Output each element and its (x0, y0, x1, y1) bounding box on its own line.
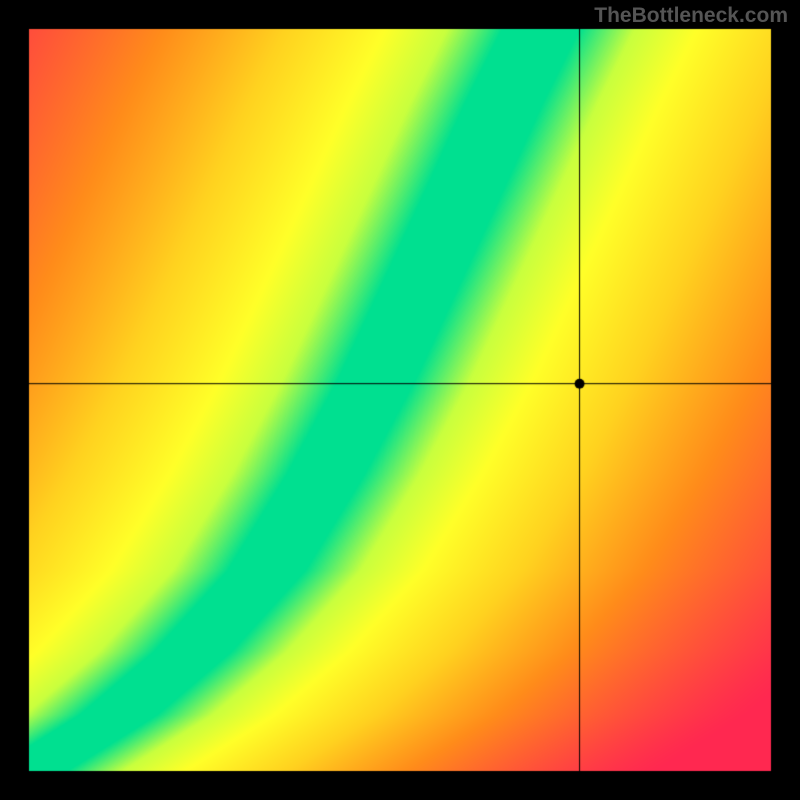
watermark-text: TheBottleneck.com (594, 4, 788, 28)
bottleneck-heatmap-chart (0, 0, 800, 800)
